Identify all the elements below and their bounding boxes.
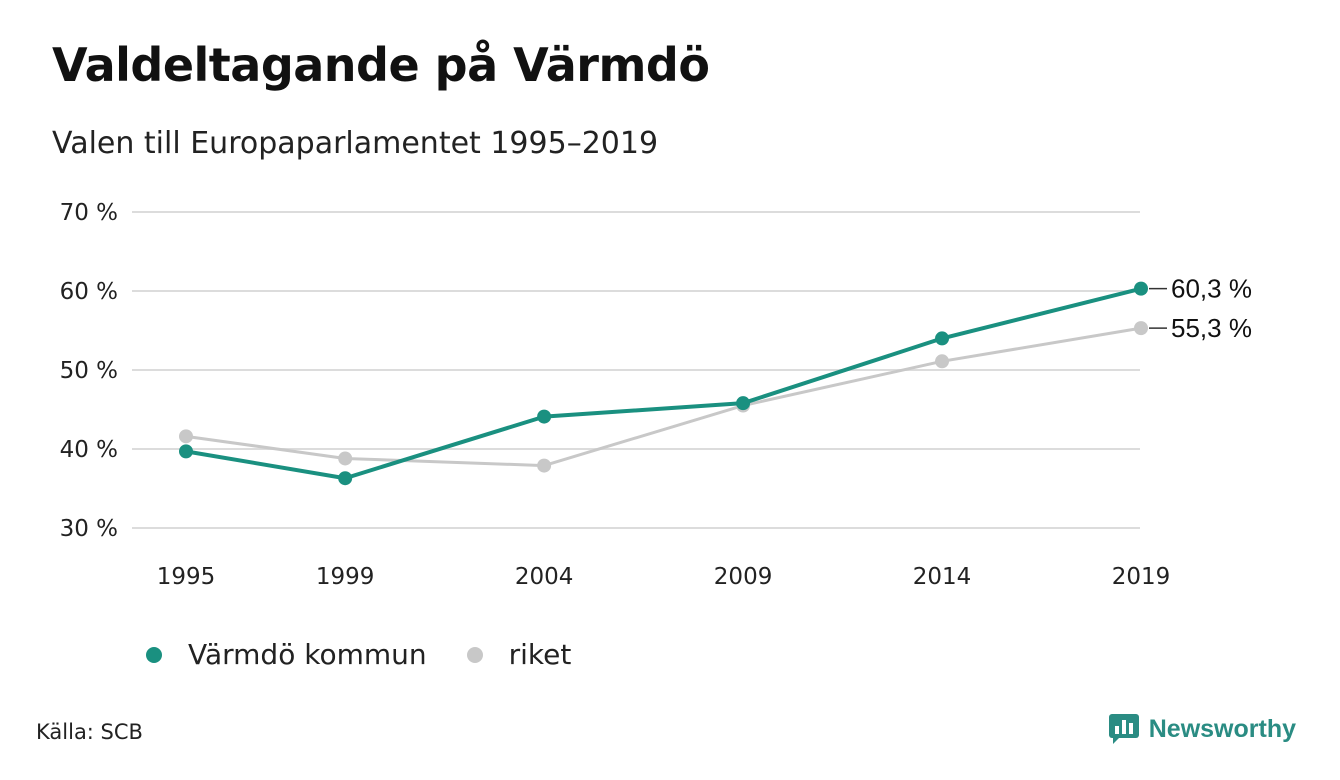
x-tick-label: 2019 — [1112, 564, 1171, 590]
series-line — [185, 286, 1142, 481]
legend: Värmdö kommun riket — [146, 638, 611, 671]
legend-label: riket — [508, 638, 572, 671]
legend-item-riket: riket — [466, 638, 572, 671]
series-line — [185, 326, 1142, 468]
brand-name: Newsworthy — [1148, 714, 1296, 743]
y-tick-label: 30 % — [60, 516, 118, 542]
data-point — [1134, 321, 1148, 336]
data-point — [935, 331, 950, 346]
x-tick-label: 1999 — [316, 564, 375, 590]
data-point — [338, 471, 353, 486]
legend-item-varmdo: Värmdö kommun — [146, 638, 427, 671]
chart-subtitle: Valen till Europaparlamentet 1995–2019 — [52, 126, 659, 161]
data-point — [537, 409, 552, 424]
x-tick-label: 2004 — [515, 564, 574, 590]
end-value-label: 55,3 % — [1171, 313, 1252, 343]
data-point — [935, 354, 950, 369]
data-point — [736, 396, 751, 411]
x-tick-label: 1995 — [157, 564, 216, 590]
data-point — [179, 429, 193, 444]
legend-marker-icon — [466, 646, 483, 663]
x-tick-label: 2009 — [714, 564, 773, 590]
y-tick-label: 50 % — [60, 358, 118, 384]
y-tick-label: 70 % — [60, 200, 118, 226]
newsworthy-logo-icon — [1108, 714, 1139, 744]
end-value-label: 60,3 % — [1171, 274, 1252, 304]
chart-title: Valdeltagande på Värmdö — [52, 38, 710, 92]
x-tick-label: 2014 — [913, 564, 972, 590]
data-point — [338, 451, 353, 466]
data-point — [179, 444, 193, 459]
data-point — [1134, 281, 1148, 296]
data-point — [537, 458, 552, 473]
legend-label: Värmdö kommun — [188, 638, 427, 671]
brand-logo[interactable]: Newsworthy — [1108, 714, 1296, 744]
y-tick-label: 40 % — [60, 437, 118, 463]
source-note: Källa: SCB — [36, 720, 143, 744]
legend-marker-icon — [146, 646, 162, 663]
y-tick-label: 60 % — [60, 279, 118, 305]
